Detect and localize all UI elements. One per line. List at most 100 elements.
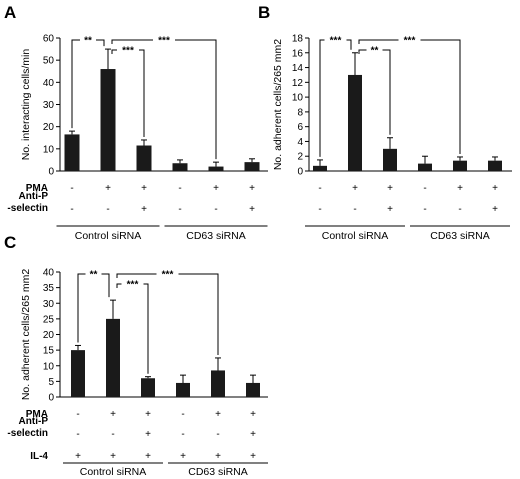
bar [172,163,188,171]
bar [64,134,80,171]
bar [488,160,502,171]
condition-symbol: - [70,204,73,215]
group-label: Control siRNA [75,230,142,242]
row-label-line: Anti-P [19,191,49,202]
row-label: Anti-P -selectin [7,191,48,214]
condition-symbol: + [141,204,147,215]
bar [100,69,116,171]
condition-symbol: + [145,451,151,462]
y-tick-label: 0 [48,167,54,178]
significance-stars: ** [84,36,92,47]
panel-c: C No. adherent cells/265 mm2 0 5 10 15 20 25 30 3… [4,233,268,478]
condition-symbol: + [352,183,358,194]
bar [208,166,224,171]
condition-symbol: + [75,451,81,462]
y-tick-label: 60 [43,34,55,45]
significance-bracket [77,273,110,343]
y-tick-label: 40 [43,78,55,89]
significance-bracket [358,39,461,154]
y-axis-label: No. interacting cells/min [20,49,32,161]
group-label: CD63 siRNA [188,466,248,478]
significance-stars: *** [330,36,342,47]
bar [211,370,225,397]
significance-stars: ** [90,270,98,281]
condition-symbol: + [250,409,256,420]
y-tick-label: 35 [43,283,55,294]
significance-bracket [319,39,352,157]
y-tick-label: 8 [297,107,303,118]
panel-b: B No. adherent cells/265 mm2 0 2 4 6 8 10 12 14 16… [258,3,512,242]
y-tick-label: 15 [43,346,55,357]
condition-symbol: + [215,451,221,462]
condition-symbol: - [318,204,321,215]
bar [244,162,260,171]
condition-symbol: - [70,183,73,194]
significance-stars: *** [158,36,170,47]
significance-stars: *** [122,46,134,57]
condition-symbol: - [216,429,219,440]
group-label: Control siRNA [322,230,389,242]
group-label: CD63 siRNA [186,230,246,242]
significance-bracket [111,49,145,137]
significance-stars: *** [162,270,174,281]
condition-symbol: + [110,451,116,462]
panel-letter: C [4,233,16,252]
y-tick-label: 25 [43,314,55,325]
significance-stars: ** [371,46,379,57]
group-label: CD63 siRNA [430,230,490,242]
significance-bracket [358,49,391,135]
condition-symbol: + [249,183,255,194]
y-tick-label: 10 [43,144,55,155]
condition-symbol: + [387,183,393,194]
y-tick-label: 30 [43,100,55,111]
condition-symbol: - [353,204,356,215]
bar [313,165,327,171]
bar [71,350,85,397]
bar [176,382,190,397]
row-label-line: -selectin [7,203,48,214]
bar [106,318,120,397]
significance-bracket [111,39,217,160]
significance-label-bg [324,35,347,44]
condition-symbol: + [250,451,256,462]
condition-symbol: - [423,183,426,194]
condition-symbol: - [76,409,79,420]
significance-bracket [71,39,105,129]
significance-label-bg [85,269,102,278]
condition-symbol: - [214,204,217,215]
y-tick-label: 40 [43,268,55,279]
y-tick-label: 50 [43,56,55,67]
condition-symbol: - [178,204,181,215]
significance-label-bg [80,35,96,44]
condition-symbol: - [181,429,184,440]
significance-label-bg [398,35,421,44]
condition-symbol: - [423,204,426,215]
row-label: PMA [26,409,48,420]
condition-symbol: - [458,204,461,215]
panel-a: A No. interacting cells/min 0 10 20 30 40 50 60 *… [4,3,268,242]
row-label: Anti-P -selectin [7,416,48,439]
condition-symbol: + [141,183,147,194]
y-tick-label: 20 [43,330,55,341]
y-tick-label: 10 [292,93,304,104]
significance-label-bg [117,45,139,54]
condition-symbol: + [457,183,463,194]
condition-symbol: - [181,409,184,420]
condition-symbol: + [105,183,111,194]
row-label: PMA [26,183,48,194]
panel-letter: B [258,3,270,22]
bar [246,382,260,397]
y-tick-label: 20 [43,122,55,133]
significance-label-bg [153,35,175,44]
y-axis-label: No. adherent cells/265 mm2 [20,269,32,400]
panel-letter: A [4,3,16,22]
row-label-line: -selectin [7,428,48,439]
group-label: Control siRNA [80,466,147,478]
bar [418,163,432,171]
significance-label-bg [366,45,383,54]
bar [136,145,152,171]
row-label-line: Anti-P [19,416,49,427]
y-tick-label: 30 [43,299,55,310]
condition-symbol: + [213,183,219,194]
